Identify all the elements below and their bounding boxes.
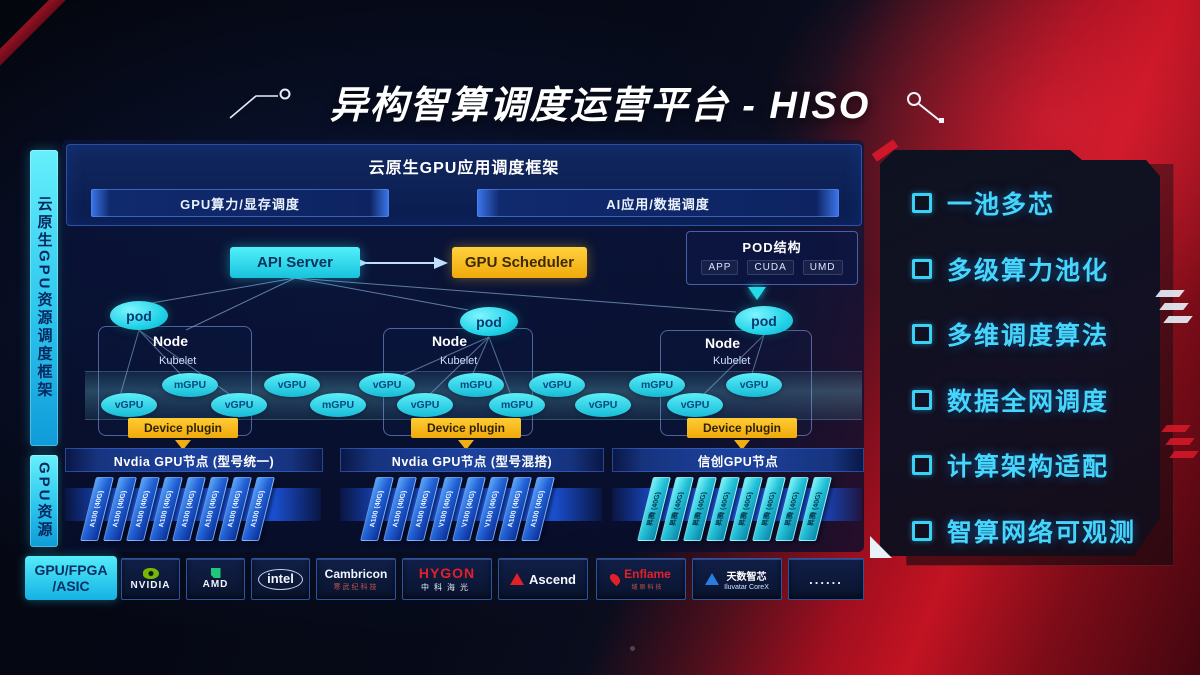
feature-label: 一池多芯 xyxy=(947,191,1056,219)
gpu-card-stack-3: 昇腾 (40G) 昇腾 (40G) 昇腾 (40G) 昇腾 (40G) 昇腾 (40G)… xyxy=(637,477,845,541)
feature-row: 数据全网调度 xyxy=(912,383,1144,417)
cluster-title-nvidia-mixed: Nvdia GPU节点 (型号混搭) xyxy=(340,448,604,472)
feature-row: 多级算力池化 xyxy=(912,252,1144,286)
nvidia-logo-icon xyxy=(142,567,159,579)
gpu-slice-chip: vGPU xyxy=(397,393,453,417)
feature-panel xyxy=(880,150,1160,556)
vendor-header-gpu-fpga-asic: GPU/FPGA /ASIC xyxy=(25,556,117,600)
footer-mark xyxy=(630,646,635,651)
feature-list: 一池多芯 多级算力池化 多维调度算法 数据全网调度 计算架构适配 xyxy=(912,186,1144,548)
device-plugin-label-2: Device plugin xyxy=(411,418,521,438)
feature-row: 一池多芯 xyxy=(912,186,1144,220)
kubelet-label: Kubelet xyxy=(159,355,197,367)
pod-ellipse-3: pod xyxy=(735,306,793,335)
pod-structure-box: POD结构 APP CUDA UMD xyxy=(686,231,858,285)
vendor-iluvatar: 天数智芯 Iluvatar CoreX xyxy=(692,558,782,600)
sidebar-label-cloud-native-gpu-framework: 云原生GPU资源调度框架 xyxy=(30,150,58,446)
api-server-box: API Server xyxy=(230,247,360,278)
cluster-title-xinchuang: 信创GPU节点 xyxy=(612,448,864,472)
vendor-ascend: Ascend xyxy=(498,558,588,600)
gpu-slice-chip: vGPU xyxy=(726,373,782,397)
gpu-slice-chip: mGPU xyxy=(310,393,366,417)
pod-structure-items: APP CUDA UMD xyxy=(687,260,857,275)
vendor-enflame: Enflame 燧原科技 xyxy=(596,558,686,600)
vendor-cambricon: Cambricon 寒武纪科技 xyxy=(316,558,396,600)
gpu-slice-chip: vGPU xyxy=(529,373,585,397)
gpu-slice-chip: vGPU xyxy=(575,393,631,417)
pod-ellipse-2: pod xyxy=(460,307,518,336)
vendor-amd: AMD xyxy=(186,558,245,600)
gpu-slice-chip: mGPU xyxy=(448,373,504,397)
gpu-slice-chip: vGPU xyxy=(211,393,267,417)
bar-gpu-compute-memory-scheduling: GPU算力/显存调度 xyxy=(91,189,389,217)
square-bullet-icon xyxy=(912,455,932,476)
gpu-scheduler-box: GPU Scheduler xyxy=(452,247,587,278)
sidebar-label-gpu-resources: GPU资源 xyxy=(30,455,58,547)
gpu-slice-chip: vGPU xyxy=(264,373,320,397)
device-plugin-arrow-icon xyxy=(734,440,750,450)
feature-label: 计算架构适配 xyxy=(947,453,1110,482)
pod-structure-arrow-icon xyxy=(748,287,766,300)
gpu-slice-chip: vGPU xyxy=(359,373,415,397)
square-bullet-icon xyxy=(912,324,932,345)
gpu-slice-chip: vGPU xyxy=(667,393,723,417)
app-scheduling-frame: 云原生GPU应用调度框架 GPU算力/显存调度 AI应用/数据调度 xyxy=(66,144,862,226)
corner-accent xyxy=(0,0,110,110)
page-title: 异构智算调度运营平台 - HISO xyxy=(329,85,871,127)
device-plugin-arrow-icon xyxy=(175,440,191,450)
square-bullet-icon xyxy=(912,193,932,213)
feature-row: 计算架构适配 xyxy=(912,448,1144,482)
square-bullet-icon xyxy=(912,520,932,541)
pod-structure-item: UMD xyxy=(802,260,843,275)
iluvatar-logo-icon xyxy=(705,573,720,585)
feature-row: 多维调度算法 xyxy=(912,317,1144,351)
pod-structure-item: CUDA xyxy=(747,260,794,275)
vendor-more: ...... xyxy=(788,558,864,600)
feature-row: 智算网络可观测 xyxy=(912,514,1144,548)
device-plugin-label-1: Device plugin xyxy=(128,418,238,438)
node-label: Node xyxy=(705,335,740,351)
node-label: Node xyxy=(153,333,188,349)
device-plugin-label-3: Device plugin xyxy=(687,418,797,438)
cluster-title-nvidia-uniform: Nvdia GPU节点 (型号统一) xyxy=(65,448,323,472)
node-label: Node xyxy=(432,333,467,349)
ascend-logo-icon xyxy=(510,573,525,585)
square-bullet-icon xyxy=(912,389,932,410)
vendor-nvidia: NVIDIA xyxy=(121,558,180,600)
vendor-header-line1: GPU/FPGA xyxy=(34,561,108,578)
bar-ai-app-data-scheduling: AI应用/数据调度 xyxy=(477,189,839,217)
panel-stripe-decor xyxy=(1155,290,1193,323)
feature-label: 数据全网调度 xyxy=(947,387,1110,416)
vendor-hygon: HYGON 中科海光 xyxy=(402,558,492,600)
enflame-logo-icon xyxy=(608,571,623,587)
gpu-slice-chip: mGPU xyxy=(629,373,685,397)
title-circuit-left-icon xyxy=(229,88,291,119)
pod-ellipse-1: pod xyxy=(110,301,168,330)
gpu-slice-chips: vGPU mGPU vGPU vGPU mGPU vGPU vGPU mGPU mGPU vGPU… xyxy=(85,371,862,418)
vendor-intel: intel xyxy=(251,558,310,600)
square-bullet-icon xyxy=(912,258,932,279)
app-frame-title: 云原生GPU应用调度框架 xyxy=(368,160,560,177)
kubelet-label: Kubelet xyxy=(440,355,478,367)
gpu-card-stack-1: A100 (40G) A100 (40G) A100 (40G) A100 (40G)… xyxy=(80,477,288,541)
gpu-slice-chip: mGPU xyxy=(489,393,545,417)
kubelet-label: Kubelet xyxy=(713,355,751,367)
feature-label: 多级算力池化 xyxy=(947,256,1110,285)
device-plugin-arrow-icon xyxy=(458,440,474,450)
pod-structure-title: POD结构 xyxy=(742,240,802,255)
gpu-slice-chip: vGPU xyxy=(101,393,157,417)
amd-logo-icon xyxy=(210,568,221,578)
gpu-slice-chip: mGPU xyxy=(162,373,218,397)
vendor-header-line2: /ASIC xyxy=(52,578,90,594)
pod-structure-item: APP xyxy=(701,260,739,275)
title-circuit-right-icon xyxy=(907,92,944,123)
panel-stripe-decor-red xyxy=(1161,425,1199,458)
feature-label: 多维调度算法 xyxy=(947,322,1110,351)
panel-corner-accent xyxy=(870,536,892,558)
intel-logo-icon: intel xyxy=(258,568,303,590)
feature-label: 智算网络可观测 xyxy=(947,518,1137,547)
gpu-card-stack-2: A100 (40G) A100 (40G) A100 (40G) V100 (40G)… xyxy=(360,477,568,541)
